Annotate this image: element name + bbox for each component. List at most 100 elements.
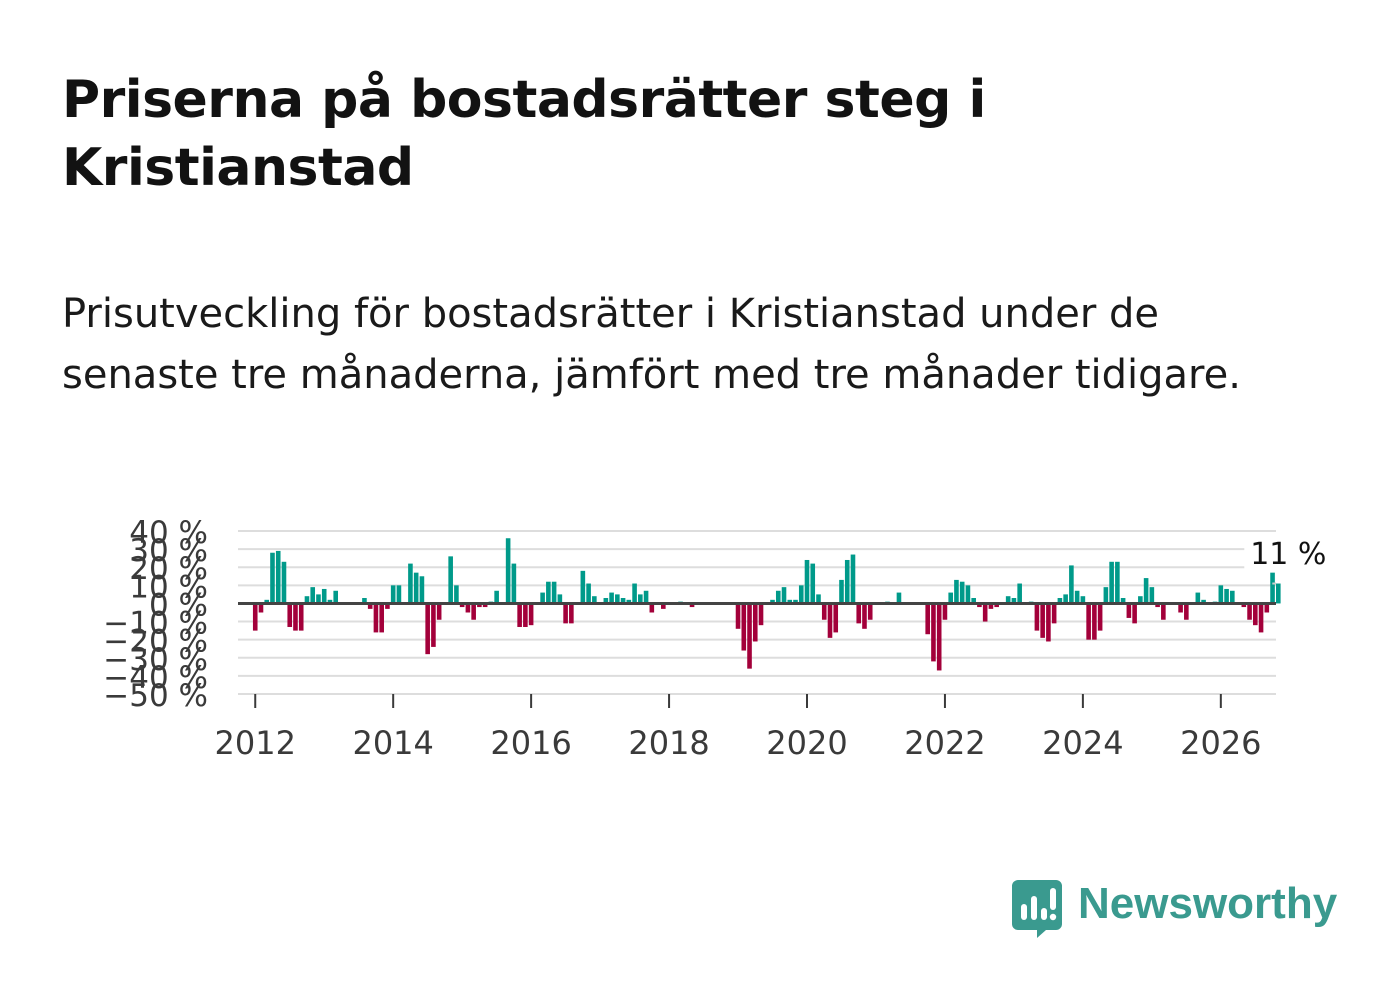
bar [1120, 598, 1126, 604]
bar [264, 599, 270, 604]
bar-chart: −50 %−40 %−30 %−20 %−10 %0 %10 %20 %30 %… [103, 515, 1326, 762]
bar [827, 603, 833, 638]
bar [856, 603, 862, 624]
y-tick-label: −20 % [103, 624, 208, 660]
bar [390, 585, 396, 604]
bar [925, 603, 930, 635]
y-tick-label: 20 % [129, 551, 208, 587]
bar [936, 603, 942, 671]
bar [540, 592, 545, 604]
bar [775, 590, 781, 604]
bar [419, 576, 425, 604]
bar [304, 596, 310, 604]
bar [1270, 572, 1275, 604]
bar [517, 603, 522, 627]
bar [1126, 603, 1132, 618]
bar [649, 603, 655, 613]
bar [1086, 603, 1091, 640]
bar [367, 603, 373, 609]
chart-title: Priserna på bostadsrätter steg i Kristia… [62, 70, 986, 198]
bar [862, 603, 867, 629]
bar [1143, 578, 1149, 604]
bar [1074, 590, 1080, 604]
bar [735, 603, 741, 629]
bar [758, 603, 764, 626]
bar [482, 603, 488, 608]
bar [1080, 596, 1086, 604]
bar [804, 559, 810, 604]
bar [603, 598, 609, 604]
bar [1275, 583, 1281, 604]
bar [741, 603, 747, 651]
bar [896, 592, 902, 604]
bar [626, 599, 632, 604]
bar [275, 550, 281, 604]
bar [413, 572, 419, 604]
bar [425, 603, 430, 655]
bar [965, 585, 971, 604]
bar [982, 603, 988, 622]
bar [511, 563, 517, 604]
bar [988, 603, 994, 609]
bar [316, 594, 321, 604]
bar [448, 556, 453, 604]
x-tick-label: 2026 [1180, 724, 1261, 762]
bar [494, 590, 499, 604]
bars [252, 538, 1281, 671]
bar [1103, 587, 1109, 604]
bar [1253, 603, 1258, 626]
bar [615, 594, 620, 604]
bar [586, 583, 591, 604]
bar [1097, 603, 1103, 631]
bar [270, 552, 275, 604]
bar [977, 603, 982, 608]
bar [396, 585, 402, 604]
bar [844, 559, 850, 604]
newsworthy-wordmark: Newsworthy [1078, 879, 1338, 928]
bar [1063, 594, 1068, 604]
bar [1258, 603, 1264, 633]
bar [1051, 603, 1057, 624]
bar [1184, 603, 1189, 620]
bar [781, 587, 787, 604]
bar [258, 603, 264, 613]
bar [333, 590, 339, 604]
bar [632, 583, 637, 604]
x-tick-label: 2024 [1042, 724, 1123, 762]
bar [1046, 603, 1051, 642]
bar [298, 603, 304, 631]
last-value-label: 11 % [1250, 537, 1326, 572]
bar [310, 587, 316, 604]
bar [505, 538, 511, 604]
bar [1034, 603, 1040, 631]
bar [551, 581, 557, 604]
bar [1132, 603, 1137, 624]
bar [1224, 588, 1229, 604]
bar [1138, 596, 1143, 604]
bar [620, 598, 626, 604]
bar [959, 581, 965, 604]
bar [643, 590, 649, 604]
bar [569, 603, 574, 624]
bar [850, 554, 856, 604]
bar [465, 603, 471, 613]
bar [281, 561, 287, 604]
axes [238, 582, 1276, 708]
bar [546, 581, 551, 604]
y-tick-label: −30 % [103, 642, 208, 678]
bar [661, 603, 666, 609]
bar [1178, 603, 1183, 613]
newsworthy-logo-icon [1012, 880, 1062, 938]
bar [1247, 603, 1252, 620]
bar [252, 603, 258, 631]
bar [948, 592, 953, 604]
bar [362, 598, 367, 604]
bar [793, 599, 798, 604]
bar [931, 603, 936, 662]
bar [523, 603, 528, 627]
x-tick-label: 2018 [628, 724, 709, 762]
bar [994, 603, 999, 608]
bar [528, 603, 534, 626]
bar [1109, 561, 1114, 604]
bar [592, 596, 597, 604]
